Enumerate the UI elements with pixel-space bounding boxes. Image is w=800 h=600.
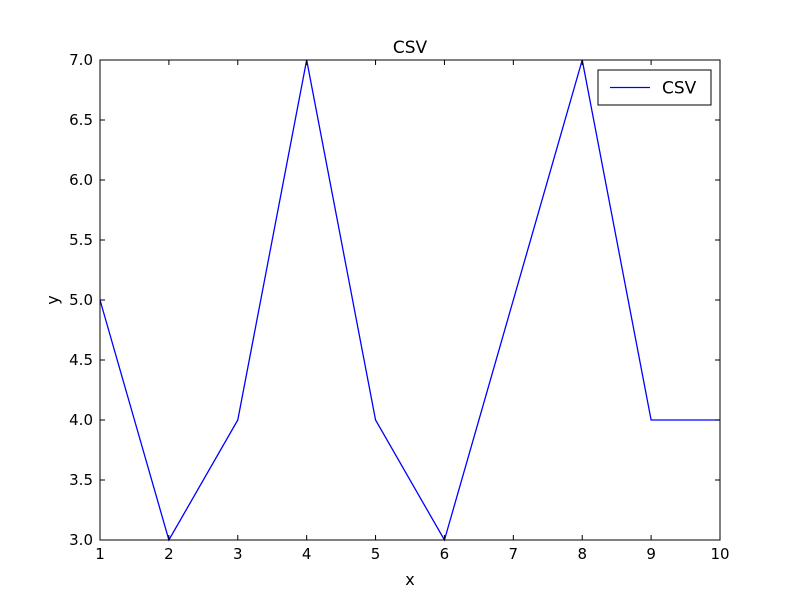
y-tick-label: 3.5	[69, 471, 93, 489]
y-axis-ticks: 3.0 3.5 4.0 4.5 5.0 5.5 6.0 6.5 7.0	[69, 51, 720, 549]
y-tick-label: 4.5	[69, 351, 93, 369]
x-tick-label: 5	[371, 545, 381, 563]
y-tick-label: 6.5	[69, 111, 93, 129]
legend-label-csv: CSV	[662, 79, 697, 99]
x-tick-label: 2	[164, 545, 174, 563]
y-tick-label: 6.0	[69, 171, 93, 189]
x-axis-ticks: 1 2 3 4 5 6 7 8 9 10	[95, 60, 730, 563]
y-tick-label: 4.0	[69, 411, 93, 429]
legend: CSV	[597, 69, 712, 106]
y-axis-label: y	[43, 295, 62, 304]
x-tick-label: 6	[440, 545, 450, 563]
y-tick-label: 5.0	[69, 291, 93, 309]
x-tick-label: 3	[233, 545, 243, 563]
x-tick-label: 10	[710, 545, 729, 563]
y-tick-label: 5.5	[69, 231, 93, 249]
x-tick-label: 8	[577, 545, 587, 563]
y-tick-label: 7.0	[69, 51, 93, 69]
x-tick-label: 1	[95, 545, 105, 563]
legend-box	[597, 69, 712, 106]
x-tick-label: 9	[646, 545, 656, 563]
y-tick-label: 3.0	[69, 531, 93, 549]
chart-title: CSV	[393, 38, 428, 58]
x-tick-label: 4	[302, 545, 312, 563]
x-axis-label: x	[405, 570, 414, 589]
x-tick-label: 7	[509, 545, 519, 563]
series-line-csv	[99, 59, 720, 542]
